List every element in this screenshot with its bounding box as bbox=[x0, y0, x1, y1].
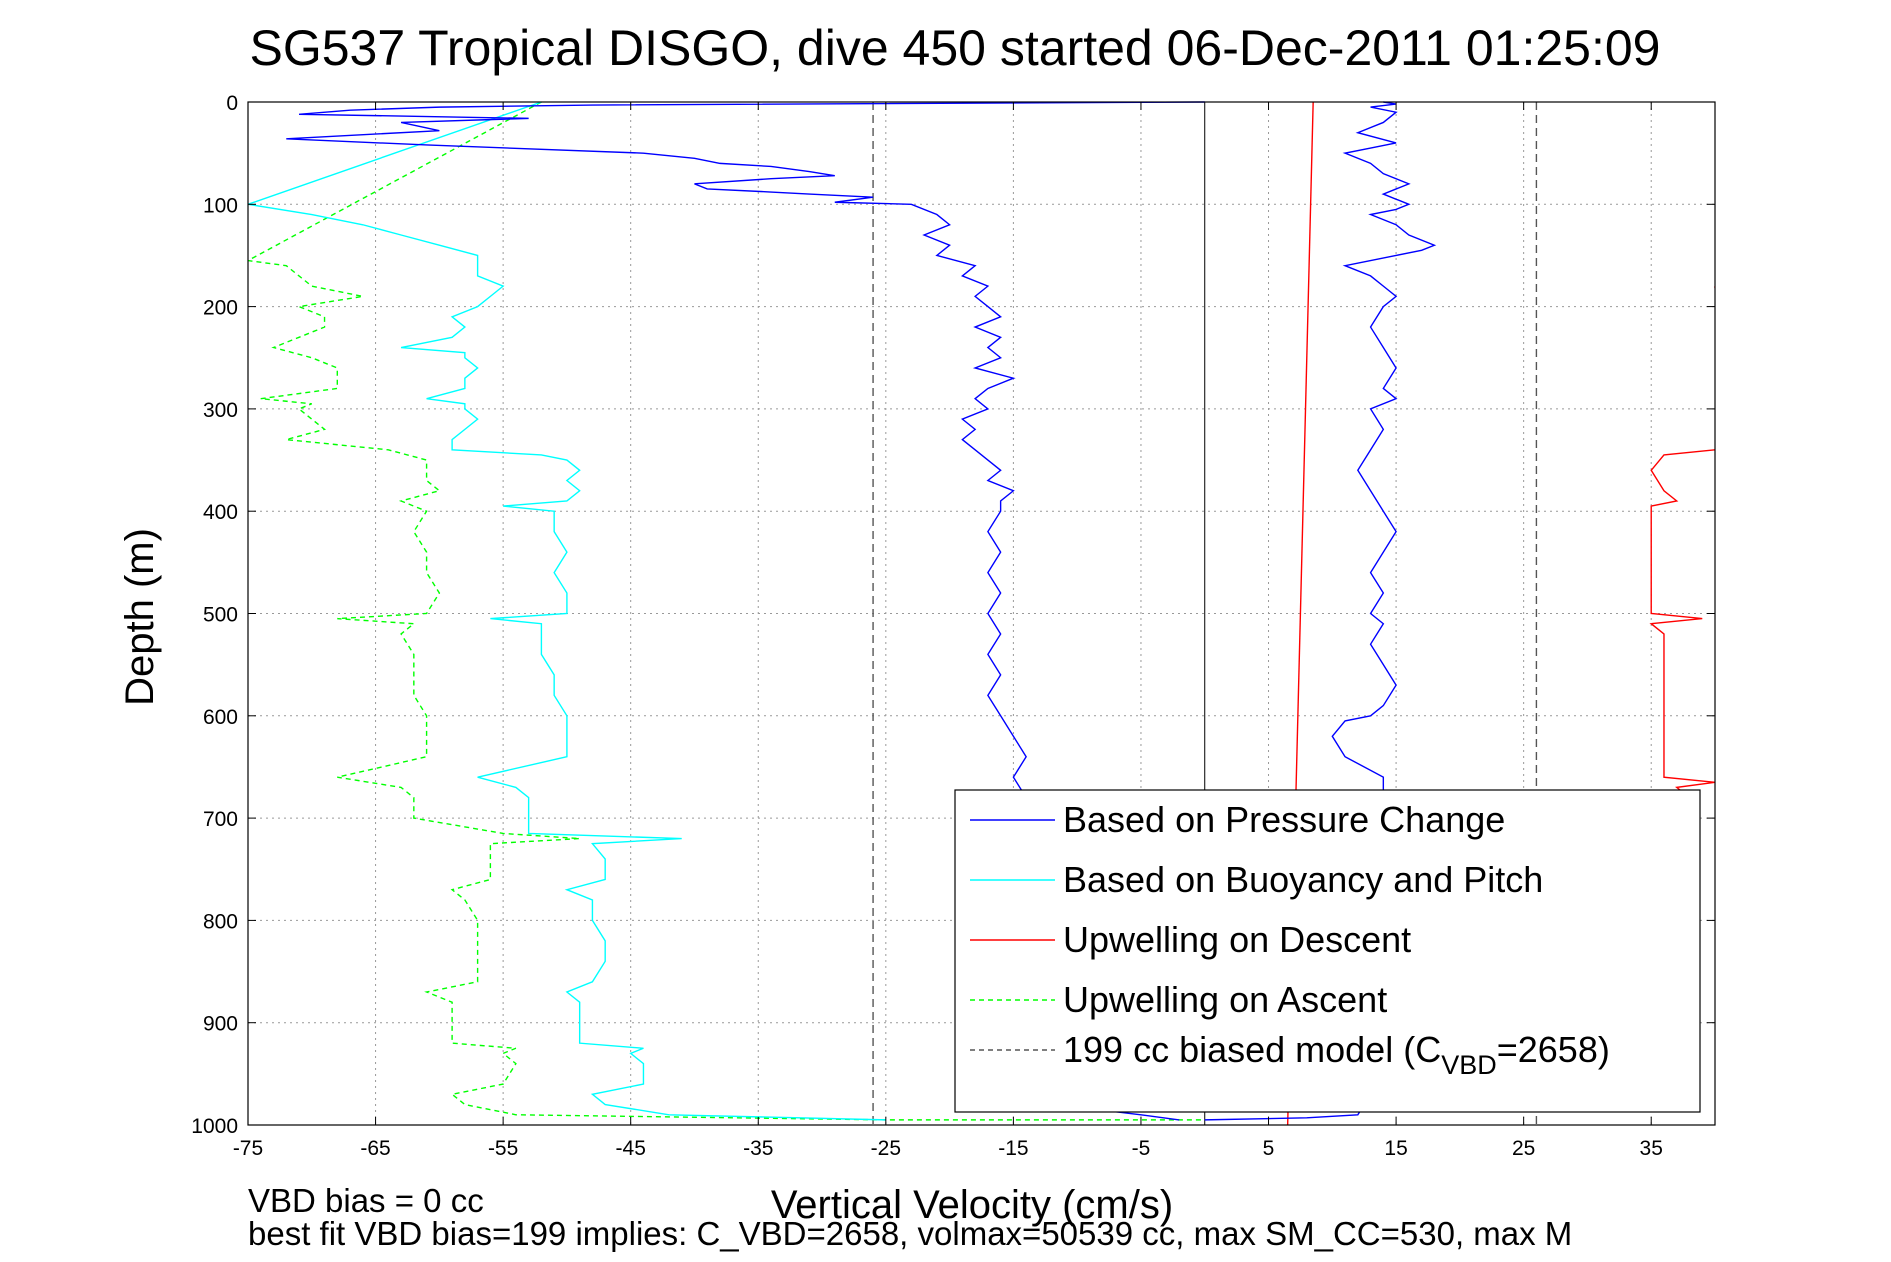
y-tick-label: 200 bbox=[203, 297, 238, 320]
legend-label: Based on Buoyancy and Pitch bbox=[1063, 859, 1543, 900]
legend-box bbox=[954, 789, 1701, 1113]
y-tick-label: 800 bbox=[203, 910, 238, 933]
series-upwelling-ascent bbox=[248, 101, 1205, 1121]
x-tick-label: 5 bbox=[1263, 1137, 1275, 1160]
x-tick-label: -35 bbox=[743, 1137, 773, 1160]
x-axis-label: Vertical Velocity (cm/s) bbox=[771, 1183, 1173, 1227]
y-tick-label: 500 bbox=[203, 604, 238, 627]
legend-label: Upwelling on Ascent bbox=[1063, 979, 1387, 1020]
x-tick-label: 15 bbox=[1384, 1137, 1407, 1160]
y-tick-label: 300 bbox=[203, 399, 238, 422]
legend-label: Upwelling on Descent bbox=[1063, 919, 1411, 960]
x-tick-label: 25 bbox=[1512, 1137, 1535, 1160]
series-upwelling-descent bbox=[1649, 449, 1715, 819]
plot-frame bbox=[247, 101, 1716, 1126]
x-tick-label: -55 bbox=[488, 1137, 518, 1160]
y-tick-label: 400 bbox=[203, 501, 238, 524]
y-tick-label: 100 bbox=[203, 194, 238, 217]
chart-title: SG537 Tropical DISGO, dive 450 started 0… bbox=[250, 20, 1661, 76]
legend: Based on Pressure Change Based on Buoyanc… bbox=[954, 789, 1701, 1113]
x-tick-label: 35 bbox=[1640, 1137, 1663, 1160]
y-axis-label: Depth (m) bbox=[118, 528, 162, 706]
y-tick-label: 600 bbox=[203, 706, 238, 729]
y-tick-label: 900 bbox=[203, 1013, 238, 1036]
annotation-best-fit: best fit VBD bias=199 implies: C_VBD=265… bbox=[248, 1215, 1572, 1252]
x-tick-label: -15 bbox=[998, 1137, 1028, 1160]
legend-label: Based on Pressure Change bbox=[1063, 799, 1505, 840]
y-tick-label: 700 bbox=[203, 808, 238, 831]
x-tick-label: -65 bbox=[360, 1137, 390, 1160]
y-tick-label: 0 bbox=[226, 92, 238, 115]
x-tick-label: -45 bbox=[616, 1137, 646, 1160]
x-tick-label: -25 bbox=[871, 1137, 901, 1160]
x-tick-label: -75 bbox=[233, 1137, 263, 1160]
series-buoyancy-pitch bbox=[248, 101, 886, 1121]
axes: -75 -65 -55 -45 -35 -25 -15 -5 5 15 25 350100200300… bbox=[191, 92, 1716, 1160]
y-tick-label: 1000 bbox=[191, 1115, 238, 1138]
annotation-vbd-bias: VBD bias = 0 cc bbox=[248, 1182, 484, 1219]
x-tick-label: -5 bbox=[1132, 1137, 1151, 1160]
legend-label: 199 cc biased model (CVBD=2658) bbox=[1063, 1029, 1610, 1080]
